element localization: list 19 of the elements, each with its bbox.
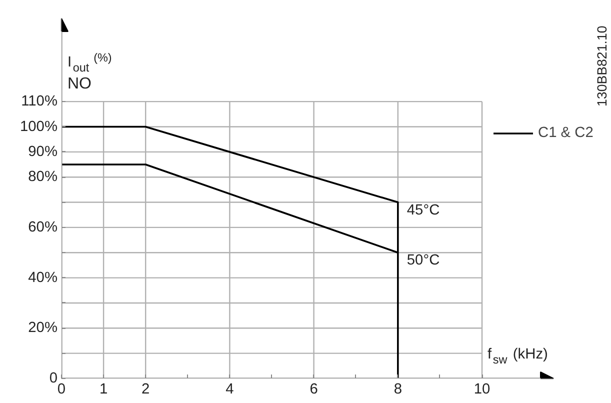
y-tick-label: 100% — [20, 118, 58, 135]
y-tick-label: 60% — [28, 219, 58, 236]
x-tick-label: 6 — [310, 382, 318, 398]
x-tick-label: 1 — [99, 382, 108, 398]
series-label: 50°C — [406, 252, 440, 269]
x-tick-label: 8 — [394, 382, 402, 398]
y-tick-label: 40% — [28, 270, 58, 286]
y-tick-label: 0 — [49, 370, 58, 386]
x-tick-label: 10 — [474, 382, 490, 398]
text: NO — [68, 76, 92, 92]
y-tick-label: 20% — [28, 320, 58, 336]
series-label: 45°C — [406, 202, 440, 218]
x-tick-label: 2 — [142, 382, 150, 398]
y-tick-label: 110% — [21, 94, 58, 110]
text: 130BB821.10 — [594, 26, 610, 106]
y-tick-label: 80% — [28, 169, 58, 186]
y-tick-label: 90% — [28, 144, 58, 160]
x-tick-label: 4 — [226, 382, 234, 398]
legend-title: C1 & C2 — [538, 125, 594, 141]
